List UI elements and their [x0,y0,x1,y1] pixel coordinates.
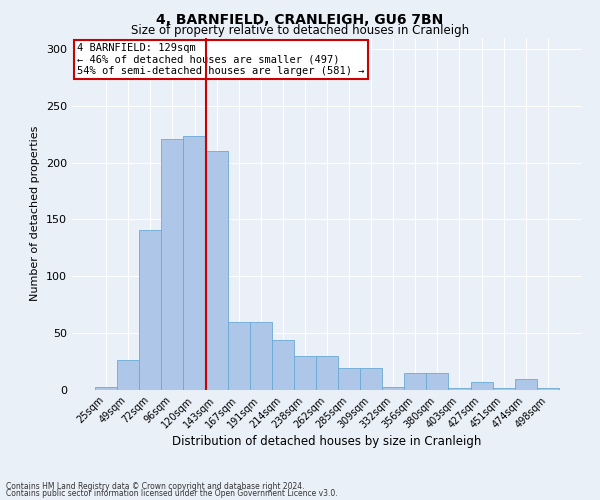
Bar [427,373,448,390]
Bar [95,386,117,390]
Y-axis label: Number of detached properties: Number of detached properties [31,126,40,302]
Bar [117,360,139,390]
Bar [448,388,470,390]
Text: 4 BARNFIELD: 129sqm
← 46% of detached houses are smaller (497)
54% of semi-detac: 4 BARNFIELD: 129sqm ← 46% of detached ho… [77,43,365,76]
Bar [316,356,338,390]
Text: Contains HM Land Registry data © Crown copyright and database right 2024.: Contains HM Land Registry data © Crown c… [6,482,305,491]
Text: Contains public sector information licensed under the Open Government Licence v3: Contains public sector information licen… [6,489,338,498]
Text: Size of property relative to detached houses in Cranleigh: Size of property relative to detached ho… [131,24,469,37]
Bar [294,356,316,390]
Bar [404,373,427,390]
Bar [227,322,250,390]
Bar [272,340,294,390]
Bar [537,388,559,390]
Bar [161,138,184,390]
Bar [493,388,515,390]
Text: 4, BARNFIELD, CRANLEIGH, GU6 7BN: 4, BARNFIELD, CRANLEIGH, GU6 7BN [157,12,443,26]
Bar [250,322,272,390]
Bar [139,230,161,390]
Bar [360,368,382,390]
Bar [382,386,404,390]
Bar [470,382,493,390]
Bar [206,151,227,390]
X-axis label: Distribution of detached houses by size in Cranleigh: Distribution of detached houses by size … [172,436,482,448]
Bar [515,378,537,390]
Bar [184,136,206,390]
Bar [338,368,360,390]
